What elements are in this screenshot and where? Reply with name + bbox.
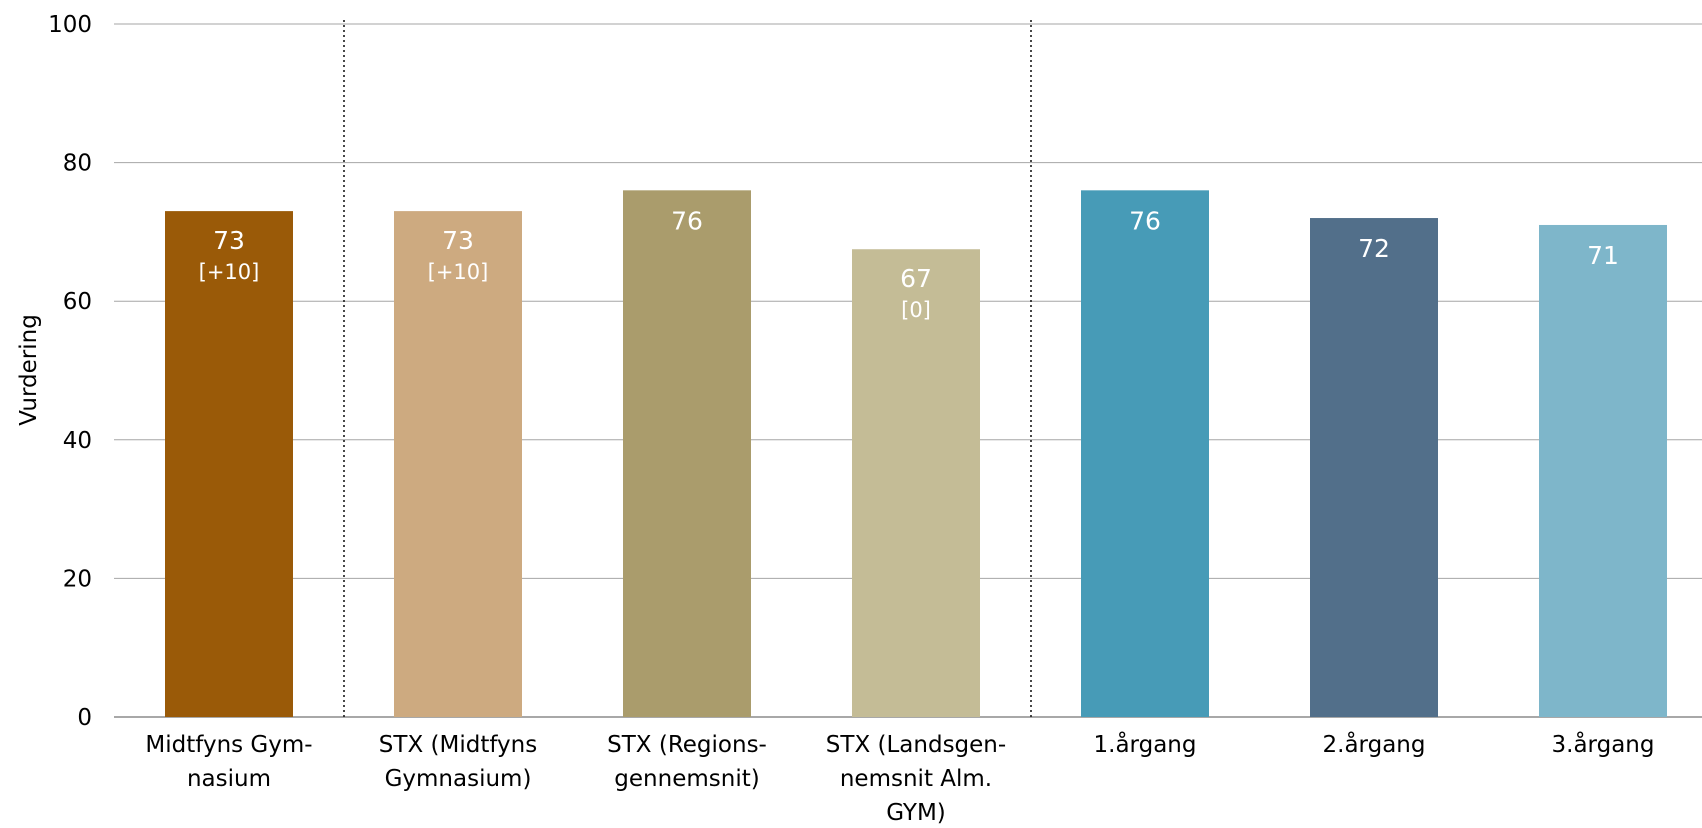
y-tick-label: 20 <box>63 566 92 592</box>
category-label: GYM) <box>886 800 946 826</box>
bar-value-label: 76 <box>671 206 703 235</box>
bar <box>1081 190 1209 717</box>
category-label: Gymnasium) <box>385 766 532 792</box>
category-label: nasium <box>187 766 271 792</box>
category-label: STX (Landsgen- <box>826 732 1006 758</box>
category-label: 1.årgang <box>1094 730 1197 758</box>
bars <box>165 190 1667 718</box>
bar-change-label: [0] <box>901 298 931 322</box>
y-tick-label: 80 <box>63 151 92 177</box>
category-label: 3.årgang <box>1552 730 1655 758</box>
bar-change-label: [+10] <box>199 260 260 284</box>
y-tick-labels: 0 20 40 60 80 100 <box>48 12 92 731</box>
bar-value-label: 67 <box>900 264 932 293</box>
y-tick-label: 100 <box>48 12 92 38</box>
bar <box>394 211 522 718</box>
bar-value-label: 76 <box>1129 206 1161 235</box>
bar <box>165 211 293 718</box>
bar <box>852 249 980 717</box>
category-label: Midtfyns Gym- <box>145 732 312 758</box>
category-label: 2.årgang <box>1323 730 1426 758</box>
bar <box>1310 218 1438 718</box>
bar-value-label: 71 <box>1587 241 1619 270</box>
category-label: STX (Midtfyns <box>379 732 537 758</box>
category-labels: Midtfyns Gym-nasium STX (Midtfyns Gymnasiu… <box>145 730 1654 826</box>
bar-value-label: 73 <box>213 226 245 255</box>
category-label: gennemsnit) <box>614 766 759 792</box>
group-separators <box>343 20 1032 717</box>
bar-value-label: 72 <box>1358 234 1390 263</box>
category-label: STX (Regions- <box>607 732 767 758</box>
bar-value-label: 73 <box>442 226 474 255</box>
y-tick-label: 60 <box>63 289 92 315</box>
y-tick-label: 0 <box>77 705 92 731</box>
y-tick-label: 40 <box>63 428 92 454</box>
bar-value-labels: 73 [+10] 73 [+10] 76 67 [0] 76 72 71 <box>199 206 1619 322</box>
category-label: nemsnit Alm. <box>840 766 992 792</box>
y-axis-label: Vurdering <box>16 314 42 426</box>
bar-change-label: [+10] <box>428 260 489 284</box>
bar <box>623 190 751 717</box>
bar <box>1539 224 1667 717</box>
